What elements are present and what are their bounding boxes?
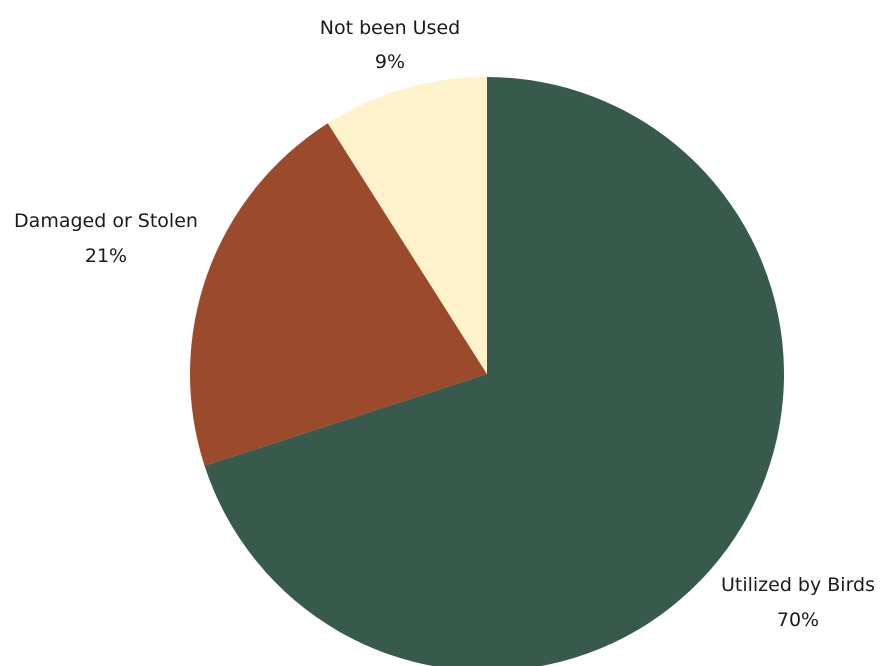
slice-value-damaged-or-stolen: 21% (85, 245, 127, 267)
pie-slices (190, 77, 784, 666)
slice-value-not-been-used: 9% (375, 51, 405, 73)
pie-slice-not-been-used (327, 77, 487, 374)
slice-label-not-been-used: Not been Used (320, 17, 460, 39)
pie-labels: Utilized by Birds 70% Damaged or Stolen … (14, 17, 875, 631)
pie-slice-utilized-by-birds (204, 77, 784, 666)
slice-value-utilized-by-birds: 70% (777, 609, 819, 631)
slice-label-damaged-or-stolen: Damaged or Stolen (14, 210, 198, 232)
pie-slice-damaged-or-stolen (190, 123, 487, 466)
slice-label-utilized-by-birds: Utilized by Birds (721, 574, 875, 596)
